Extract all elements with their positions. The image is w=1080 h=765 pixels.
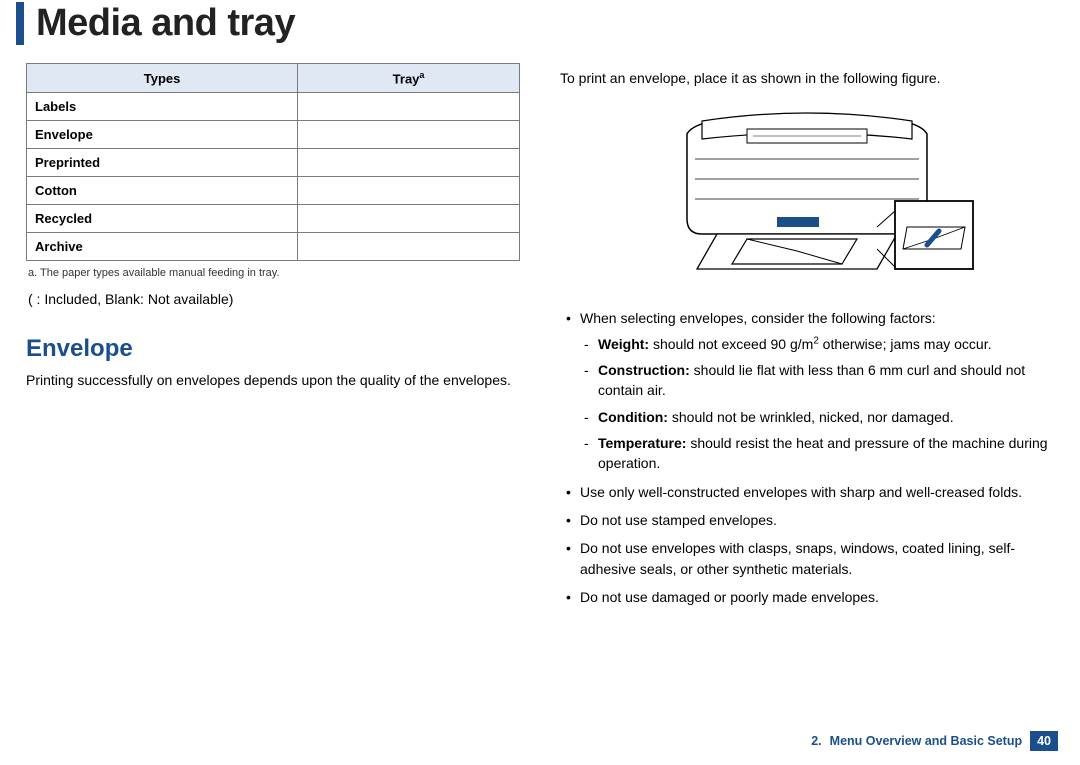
- list-item: Weight: should not exceed 90 g/m2 otherw…: [580, 334, 1054, 354]
- right-column: To print an envelope, place it as shown …: [560, 63, 1054, 615]
- table-row: Labels: [27, 93, 520, 121]
- chapter-num: 2.: [811, 734, 821, 748]
- table-row: Recycled: [27, 205, 520, 233]
- list-item: Do not use stamped envelopes.: [560, 510, 1054, 530]
- page-footer: 2. Menu Overview and Basic Setup 40: [811, 731, 1058, 751]
- left-column: Types Traya Labels Envelope Preprinted C…: [26, 63, 520, 615]
- list-item: Do not use damaged or poorly made envelo…: [560, 587, 1054, 607]
- list-item: Temperature: should resist the heat and …: [580, 433, 1054, 474]
- printer-figure: [560, 99, 1054, 294]
- list-item: Construction: should lie flat with less …: [580, 360, 1054, 401]
- content-columns: Types Traya Labels Envelope Preprinted C…: [0, 63, 1080, 615]
- title-bar: Media and tray: [16, 2, 1080, 45]
- table-row: Preprinted: [27, 149, 520, 177]
- factors-sublist: Weight: should not exceed 90 g/m2 otherw…: [580, 334, 1054, 474]
- table-row: Envelope: [27, 121, 520, 149]
- list-item: Condition: should not be wrinkled, nicke…: [580, 407, 1054, 427]
- page-number: 40: [1030, 731, 1058, 751]
- section-intro: Printing successfully on envelopes depen…: [26, 371, 520, 391]
- legend: ( : Included, Blank: Not available): [28, 291, 520, 307]
- table-row: Archive: [27, 233, 520, 261]
- media-table: Types Traya Labels Envelope Preprinted C…: [26, 63, 520, 261]
- list-item: Do not use envelopes with clasps, snaps,…: [560, 538, 1054, 579]
- table-row: Cotton: [27, 177, 520, 205]
- th-tray: Traya: [298, 64, 520, 93]
- table-footnote: a. The paper types available manual feed…: [28, 267, 520, 279]
- right-intro: To print an envelope, place it as shown …: [560, 69, 1054, 89]
- list-item: When selecting envelopes, consider the f…: [560, 308, 1054, 474]
- page-title: Media and tray: [36, 2, 1080, 45]
- section-heading: Envelope: [26, 335, 520, 363]
- factors-list: When selecting envelopes, consider the f…: [560, 308, 1054, 608]
- chapter-title: Menu Overview and Basic Setup: [830, 734, 1022, 748]
- th-types: Types: [27, 64, 298, 93]
- list-item: Use only well-constructed envelopes with…: [560, 482, 1054, 502]
- printer-illustration-icon: [627, 99, 987, 289]
